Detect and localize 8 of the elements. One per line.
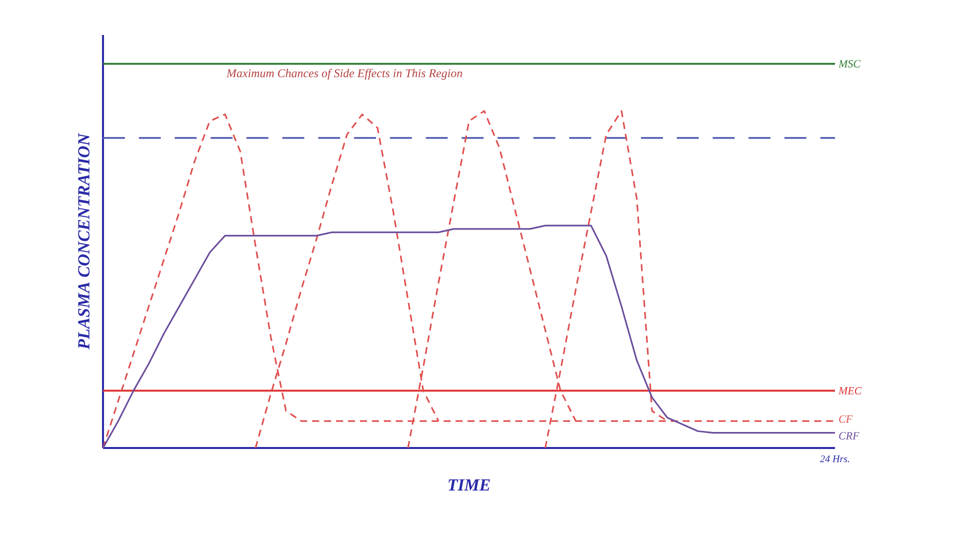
x-axis-title: TIME bbox=[448, 479, 490, 490]
text: Maximum Chances of Side Effects in This Region bbox=[226, 68, 462, 80]
ref-line-label: MSC bbox=[838, 60, 861, 68]
ref-line-label: MEC bbox=[838, 387, 862, 394]
series-label: CF bbox=[839, 415, 853, 423]
text: 24 Hrs. bbox=[820, 455, 850, 462]
y-axis-title: PLASMA CONCENTRATION bbox=[78, 132, 90, 350]
series-label: CRF bbox=[839, 432, 860, 440]
